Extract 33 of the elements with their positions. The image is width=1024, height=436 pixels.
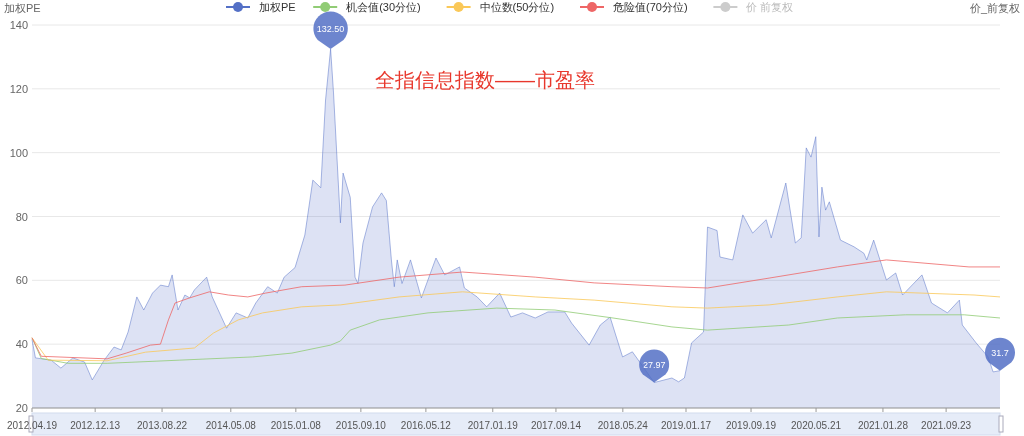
x-tick-label: 2021.01.28: [857, 420, 909, 431]
y-tick-label: 80: [15, 210, 28, 223]
x-tick-label: 2017.01.19: [467, 420, 519, 431]
annotation: 132.50: [316, 23, 345, 34]
y-tick-label: 100: [9, 146, 28, 159]
y-axis-title: 加权PE: [4, 2, 41, 14]
annotation: 31.7: [991, 347, 1009, 358]
legend-label: 危险值(70分位): [613, 1, 688, 13]
y-tick-label: 140: [9, 19, 28, 31]
x-tick-label: 2012.04.19: [6, 420, 58, 431]
y2-axis-title: 价_前复权: [968, 2, 1020, 14]
x-tick-label: 2014.05.08: [205, 420, 257, 431]
x-tick-label: 2021.09.23: [921, 420, 972, 431]
y-tick-label: 20: [15, 402, 28, 414]
x-tick-label: 2015.01.08: [270, 420, 322, 431]
x-tick-label: 2017.09.14: [530, 420, 582, 431]
x-tick-label: 2012.12.13: [70, 420, 121, 431]
y-tick-label: 60: [15, 274, 28, 287]
x-tick-label: 2020.05.21: [791, 420, 842, 431]
legend-label: 中位数(50分位): [479, 1, 555, 13]
legend-label: 价 前复权: [745, 1, 794, 13]
legend-label: 加权PE: [259, 1, 296, 13]
y-tick-label: 120: [9, 82, 28, 95]
legend-label: 机会值(30分位): [346, 1, 421, 13]
x-tick-label: 2019.01.17: [660, 420, 712, 431]
x-tick-label: 2013.08.22: [137, 420, 188, 431]
annotation: 27.97: [642, 359, 666, 370]
y-tick-label: 40: [15, 338, 28, 351]
x-tick-label: 2018.05.24: [597, 420, 649, 431]
x-tick-label: 2019.09.19: [726, 420, 777, 431]
x-tick-label: 2016.05.12: [400, 420, 452, 431]
x-tick-label: 2015.09.10: [335, 420, 387, 431]
text: 全指信息指数——市盈率: [375, 69, 595, 91]
